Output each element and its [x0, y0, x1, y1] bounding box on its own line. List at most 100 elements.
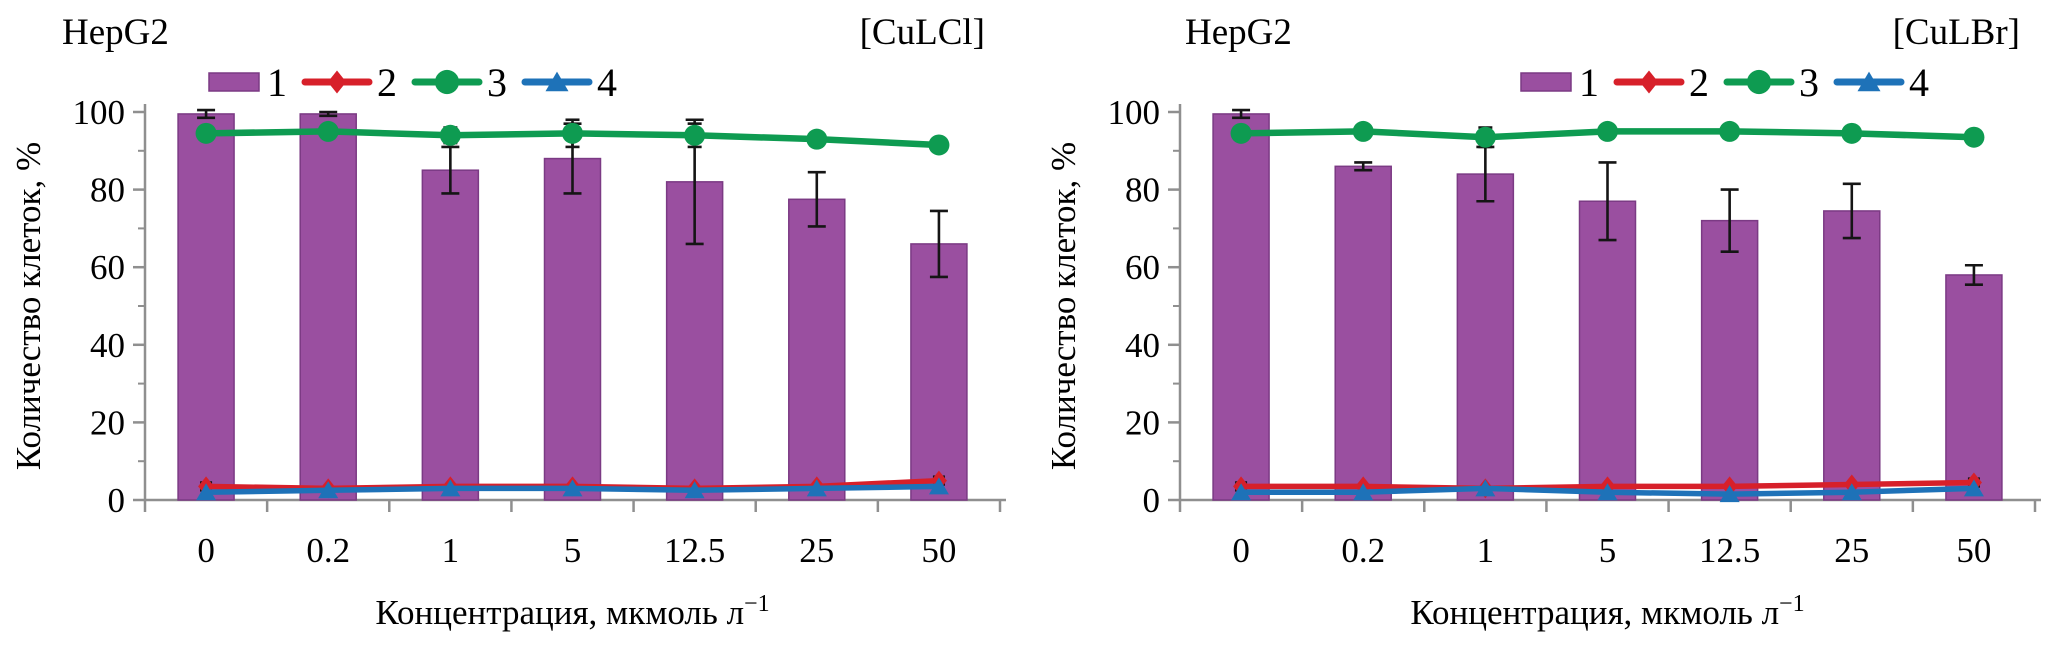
error-bar: [1842, 182, 1861, 240]
y-axis-title: Количество клеток, %: [1044, 142, 1083, 470]
legend-label: 3: [487, 60, 507, 105]
y-tick-label: 60: [1125, 248, 1160, 287]
x-tick-label: 5: [564, 531, 582, 570]
legend-label: 2: [1689, 60, 1709, 105]
x-tick-label: 50: [921, 531, 956, 570]
legend-label: 4: [597, 60, 617, 105]
bar: [1700, 219, 1759, 501]
x-tick-label: 0: [1232, 531, 1250, 570]
marker-circle: [1719, 120, 1741, 142]
x-tick-label: 50: [1956, 531, 1991, 570]
marker-triangle: [1231, 483, 1252, 501]
x-axis-title: Концентрация, мкмоль л−1: [375, 591, 769, 632]
marker-diamond: [327, 70, 347, 94]
error-bar: [197, 108, 216, 120]
x-tick-label: 12.5: [1699, 531, 1760, 570]
compound-label: [CuLCl]: [860, 12, 985, 53]
marker-triangle: [545, 71, 569, 92]
error-bar: [1354, 161, 1373, 172]
bar: [910, 243, 968, 501]
marker-diamond: [1639, 70, 1659, 94]
marker-triangle: [684, 481, 705, 499]
marker-triangle: [440, 479, 461, 497]
y-tick-label: 0: [108, 481, 126, 520]
y-tick-label: 40: [90, 326, 125, 365]
marker-circle: [439, 124, 461, 146]
y-axis-title: Количество клеток, %: [9, 142, 48, 470]
error-bar: [319, 110, 338, 118]
x-axis-title: Концентрация, мкмоль л−1: [1410, 591, 1804, 632]
bar: [1578, 200, 1637, 501]
cell-line-title: HepG2: [62, 12, 169, 53]
marker-triangle: [318, 481, 339, 499]
y-tick-label: 0: [1143, 481, 1161, 520]
legend-swatch-bar: [1520, 72, 1572, 92]
marker-triangle: [1963, 479, 1984, 497]
x-tick-label: 1: [1477, 531, 1495, 570]
marker-circle: [684, 124, 706, 146]
compound-label: [CuLBr]: [1893, 12, 2020, 53]
cell-line-title: HepG2: [1185, 12, 1292, 53]
marker-triangle: [806, 479, 827, 497]
y-tick-label: 20: [1125, 403, 1160, 442]
x-tick-label: 25: [799, 531, 834, 570]
marker-circle: [562, 122, 583, 144]
legend-swatch-bar: [208, 72, 260, 92]
bar: [788, 198, 846, 501]
x-tick-label: 25: [1834, 531, 1869, 570]
chart-panel-culcl: HepG2 [CuLCl] 1 2 3 4 0 20 40 60 80 100 0 0.2 1 5 12.5 25…: [9, 12, 1006, 632]
error-bar: [1598, 161, 1617, 242]
x-tick-label: 12.5: [664, 531, 725, 570]
bar: [177, 113, 235, 501]
x-tick-label: 0: [197, 531, 215, 570]
marker-circle: [1841, 122, 1863, 144]
marker-circle: [317, 120, 339, 142]
x-tick-label: 1: [442, 531, 460, 570]
error-bar: [1232, 108, 1251, 120]
bar: [1823, 210, 1881, 501]
error-bar: [807, 170, 826, 228]
x-tick-label: 0.2: [1341, 531, 1385, 570]
legend-label: 4: [1909, 60, 1929, 105]
y-tick-label: 20: [90, 403, 125, 442]
legend-label: 2: [377, 60, 397, 105]
marker-triangle: [928, 477, 949, 495]
chart-panel-culbr: HepG2 [CuLBr] 1 2 3 4 0 20 40 60 80 100 0 0.2 1 5 12.5 25…: [1035, 0, 2070, 649]
bar: [1456, 173, 1515, 501]
bar: [1334, 165, 1392, 501]
error-bar: [1720, 188, 1739, 253]
y-tick-label: 40: [1125, 326, 1160, 365]
legend-label: 1: [267, 60, 287, 105]
marker-circle: [1352, 120, 1374, 142]
marker-circle: [1963, 126, 1985, 148]
legend-label: 3: [1799, 60, 1819, 105]
error-bar: [441, 145, 460, 195]
marker-circle: [1746, 69, 1772, 95]
legend: 1 2 3 4: [1520, 60, 1929, 105]
bar-series: [177, 113, 968, 501]
bar: [421, 169, 480, 501]
marker-triangle: [1857, 71, 1881, 92]
y-tick-label: 100: [73, 93, 126, 132]
marker-circle: [1230, 122, 1252, 144]
marker-circle: [1597, 120, 1618, 142]
marker-circle: [928, 134, 950, 156]
x-tick-label: 5: [1599, 531, 1617, 570]
y-tick-label: 80: [90, 171, 125, 210]
bar: [1212, 113, 1270, 501]
legend: 1 2 3 4: [208, 60, 617, 105]
y-tick-label: 80: [1125, 171, 1160, 210]
marker-triangle: [1353, 483, 1374, 501]
marker-circle: [806, 128, 828, 150]
marker-triangle: [1475, 479, 1496, 497]
marker-triangle: [196, 483, 217, 501]
bar: [1945, 274, 2003, 501]
marker-triangle: [1597, 483, 1618, 501]
marker-triangle: [1719, 485, 1740, 503]
legend-label: 1: [1579, 60, 1599, 105]
marker-triangle: [562, 479, 583, 497]
marker-triangle: [1841, 483, 1862, 501]
